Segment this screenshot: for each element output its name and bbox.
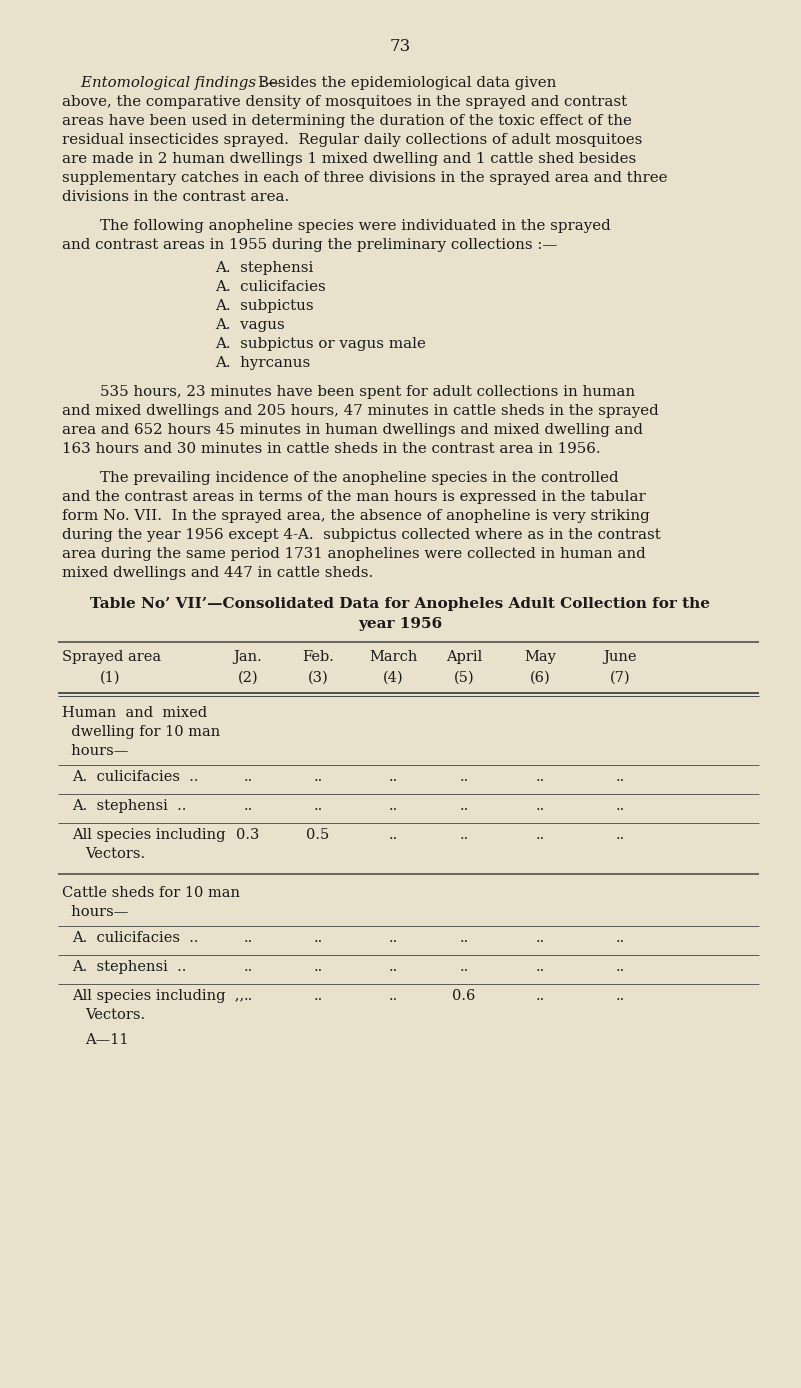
Text: area during the same period 1731 anophelines were collected in human and: area during the same period 1731 anophel… — [62, 547, 646, 561]
Text: ..: .. — [615, 960, 625, 974]
Text: 73: 73 — [390, 37, 411, 56]
Text: above, the comparative density of mosquitoes in the sprayed and contrast: above, the comparative density of mosqui… — [62, 94, 627, 110]
Text: A.  stephensi  ..: A. stephensi .. — [72, 799, 187, 813]
Text: and mixed dwellings and 205 hours, 47 minutes in cattle sheds in the sprayed: and mixed dwellings and 205 hours, 47 mi… — [62, 404, 658, 418]
Text: 535 hours, 23 minutes have been spent for adult collections in human: 535 hours, 23 minutes have been spent fo… — [62, 384, 635, 398]
Text: Jan.: Jan. — [234, 650, 263, 663]
Text: hours—: hours— — [62, 905, 128, 919]
Text: A.  subpictus: A. subpictus — [215, 298, 314, 314]
Text: Feb.: Feb. — [302, 650, 334, 663]
Text: ..: .. — [460, 770, 469, 784]
Text: ..: .. — [535, 770, 545, 784]
Text: Entomological findings :—: Entomological findings :— — [62, 76, 281, 90]
Text: ..: .. — [388, 770, 397, 784]
Text: residual insecticides sprayed.  Regular daily collections of adult mosquitoes: residual insecticides sprayed. Regular d… — [62, 133, 642, 147]
Text: ..: .. — [460, 799, 469, 813]
Text: A—11: A—11 — [85, 1033, 128, 1047]
Text: during the year 1956 except 4-A.  subpictus collected where as in the contrast: during the year 1956 except 4-A. subpict… — [62, 527, 661, 541]
Text: form No. VII.  In the sprayed area, the absence of anopheline is very striking: form No. VII. In the sprayed area, the a… — [62, 509, 650, 523]
Text: ..: .. — [615, 990, 625, 1004]
Text: 0.3: 0.3 — [236, 829, 260, 843]
Text: A.  stephensi  ..: A. stephensi .. — [72, 960, 187, 974]
Text: ..: .. — [313, 990, 323, 1004]
Text: A.  hyrcanus: A. hyrcanus — [215, 355, 310, 371]
Text: (3): (3) — [308, 670, 328, 686]
Text: ..: .. — [244, 960, 252, 974]
Text: March: March — [368, 650, 417, 663]
Text: ..: .. — [244, 990, 252, 1004]
Text: ..: .. — [313, 799, 323, 813]
Text: A.  culicifacies  ..: A. culicifacies .. — [72, 770, 199, 784]
Text: ..: .. — [388, 960, 397, 974]
Text: ..: .. — [313, 770, 323, 784]
Text: supplementary catches in each of three divisions in the sprayed area and three: supplementary catches in each of three d… — [62, 171, 667, 185]
Text: are made in 2 human dwellings 1 mixed dwelling and 1 cattle shed besides: are made in 2 human dwellings 1 mixed dw… — [62, 153, 636, 167]
Text: A.  culicifacies  ..: A. culicifacies .. — [72, 931, 199, 945]
Text: ..: .. — [388, 799, 397, 813]
Text: areas have been used in determining the duration of the toxic effect of the: areas have been used in determining the … — [62, 114, 632, 128]
Text: (7): (7) — [610, 670, 630, 686]
Text: (5): (5) — [453, 670, 474, 686]
Text: ..: .. — [313, 960, 323, 974]
Text: hours—: hours— — [62, 744, 128, 758]
Text: divisions in the contrast area.: divisions in the contrast area. — [62, 190, 289, 204]
Text: and contrast areas in 1955 during the preliminary collections :—: and contrast areas in 1955 during the pr… — [62, 237, 557, 253]
Text: Human  and  mixed: Human and mixed — [62, 706, 207, 720]
Text: Cattle sheds for 10 man: Cattle sheds for 10 man — [62, 886, 240, 899]
Text: ..: .. — [615, 799, 625, 813]
Text: mixed dwellings and 447 in cattle sheds.: mixed dwellings and 447 in cattle sheds. — [62, 566, 373, 580]
Text: May: May — [524, 650, 556, 663]
Text: ..: .. — [388, 931, 397, 945]
Text: and the contrast areas in terms of the man hours is expressed in the tabular: and the contrast areas in terms of the m… — [62, 490, 646, 504]
Text: ..: .. — [615, 931, 625, 945]
Text: Table No’ VII’—Consolidated Data for Anopheles Adult Collection for the: Table No’ VII’—Consolidated Data for Ano… — [91, 597, 710, 611]
Text: A.  stephensi: A. stephensi — [215, 261, 313, 275]
Text: June: June — [603, 650, 637, 663]
Text: All species including: All species including — [72, 829, 226, 843]
Text: ..: .. — [535, 799, 545, 813]
Text: ..: .. — [460, 960, 469, 974]
Text: ..: .. — [244, 931, 252, 945]
Text: ..: .. — [615, 770, 625, 784]
Text: April: April — [446, 650, 482, 663]
Text: dwelling for 10 man: dwelling for 10 man — [62, 725, 220, 738]
Text: A.  culicifacies: A. culicifacies — [215, 280, 326, 294]
Text: ..: .. — [460, 931, 469, 945]
Text: (1): (1) — [100, 670, 120, 686]
Text: Vectors.: Vectors. — [85, 847, 145, 861]
Text: A.  vagus: A. vagus — [215, 318, 284, 332]
Text: (2): (2) — [238, 670, 258, 686]
Text: Sprayed area: Sprayed area — [62, 650, 161, 663]
Text: ..: .. — [535, 990, 545, 1004]
Text: ..: .. — [535, 960, 545, 974]
Text: All species including  ,,: All species including ,, — [72, 990, 244, 1004]
Text: ..: .. — [388, 990, 397, 1004]
Text: ..: .. — [388, 829, 397, 843]
Text: Besides the epidemiological data given: Besides the epidemiological data given — [258, 76, 557, 90]
Text: ..: .. — [615, 829, 625, 843]
Text: Vectors.: Vectors. — [85, 1008, 145, 1022]
Text: The prevailing incidence of the anopheline species in the controlled: The prevailing incidence of the anopheli… — [62, 471, 618, 484]
Text: ..: .. — [460, 829, 469, 843]
Text: (4): (4) — [383, 670, 404, 686]
Text: 0.5: 0.5 — [306, 829, 330, 843]
Text: (6): (6) — [529, 670, 550, 686]
Text: ..: .. — [535, 829, 545, 843]
Text: area and 652 hours 45 minutes in human dwellings and mixed dwelling and: area and 652 hours 45 minutes in human d… — [62, 423, 643, 437]
Text: A.  subpictus or vagus male: A. subpictus or vagus male — [215, 337, 426, 351]
Text: ..: .. — [244, 799, 252, 813]
Text: 0.6: 0.6 — [453, 990, 476, 1004]
Text: ..: .. — [313, 931, 323, 945]
Text: ..: .. — [244, 770, 252, 784]
Text: 163 hours and 30 minutes in cattle sheds in the contrast area in 1956.: 163 hours and 30 minutes in cattle sheds… — [62, 441, 601, 457]
Text: The following anopheline species were individuated in the sprayed: The following anopheline species were in… — [62, 219, 610, 233]
Text: ..: .. — [535, 931, 545, 945]
Text: year 1956: year 1956 — [358, 618, 443, 632]
